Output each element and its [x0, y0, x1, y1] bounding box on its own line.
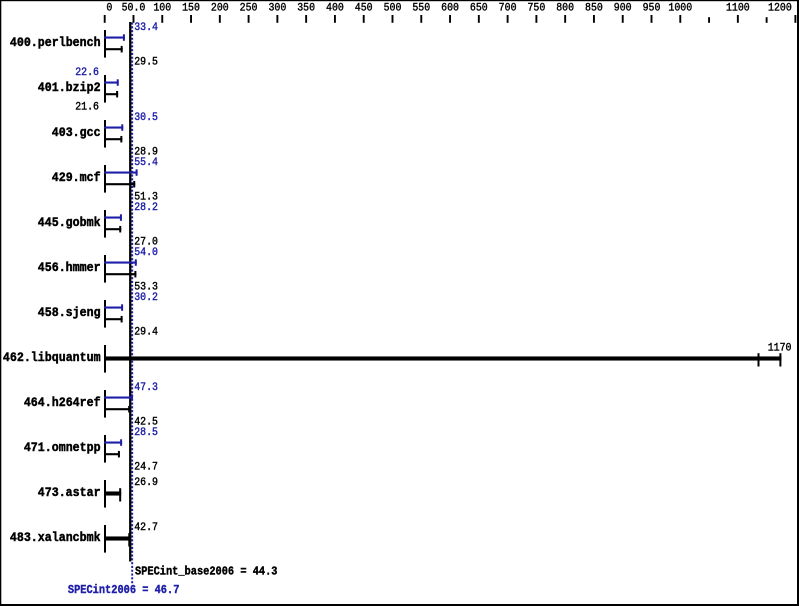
- svg-text:456.hmmer: 456.hmmer: [38, 261, 101, 275]
- svg-text:29.5: 29.5: [134, 56, 158, 68]
- svg-text:51.3: 51.3: [134, 191, 158, 203]
- svg-text:100: 100: [153, 3, 171, 15]
- svg-text:250: 250: [240, 3, 258, 15]
- svg-text:29.4: 29.4: [134, 326, 158, 338]
- svg-text:500: 500: [384, 3, 402, 15]
- svg-text:200: 200: [211, 3, 229, 15]
- svg-text:28.2: 28.2: [134, 202, 158, 214]
- svg-text:55.4: 55.4: [134, 157, 158, 169]
- svg-text:350: 350: [297, 3, 315, 15]
- svg-text:50.0: 50.0: [122, 3, 146, 15]
- svg-text:0: 0: [106, 3, 112, 15]
- svg-text:22.6: 22.6: [75, 67, 99, 79]
- svg-text:30.2: 30.2: [134, 292, 158, 304]
- svg-text:700: 700: [499, 3, 517, 15]
- svg-text:650: 650: [470, 3, 488, 15]
- svg-text:473.astar: 473.astar: [38, 486, 101, 500]
- svg-text:483.xalancbmk: 483.xalancbmk: [10, 531, 101, 545]
- svg-text:33.4: 33.4: [134, 22, 158, 34]
- svg-text:550: 550: [412, 3, 430, 15]
- svg-text:462.libquantum: 462.libquantum: [3, 351, 101, 365]
- svg-text:458.sjeng: 458.sjeng: [38, 306, 101, 320]
- svg-text:42.5: 42.5: [134, 416, 158, 428]
- svg-text:21.6: 21.6: [75, 101, 99, 113]
- svg-text:SPECint_base2006 = 44.3: SPECint_base2006 = 44.3: [135, 566, 278, 579]
- svg-text:28.5: 28.5: [134, 427, 158, 439]
- svg-text:28.9: 28.9: [134, 146, 158, 158]
- svg-text:464.h264ref: 464.h264ref: [24, 396, 101, 410]
- svg-text:850: 850: [585, 3, 603, 15]
- svg-text:445.gobmk: 445.gobmk: [38, 216, 101, 230]
- svg-text:30.5: 30.5: [134, 112, 158, 124]
- svg-text:400: 400: [326, 3, 344, 15]
- svg-text:400.perlbench: 400.perlbench: [10, 36, 101, 50]
- svg-text:429.mcf: 429.mcf: [52, 171, 101, 185]
- svg-text:471.omnetpp: 471.omnetpp: [24, 441, 101, 455]
- svg-text:1200: 1200: [768, 3, 792, 15]
- svg-text:800: 800: [556, 3, 574, 15]
- svg-text:1000: 1000: [668, 3, 692, 15]
- svg-text:42.7: 42.7: [134, 522, 158, 534]
- svg-text:403.gcc: 403.gcc: [52, 126, 101, 140]
- svg-text:750: 750: [527, 3, 545, 15]
- svg-text:450: 450: [355, 3, 373, 15]
- svg-text:47.3: 47.3: [134, 382, 158, 394]
- svg-text:300: 300: [268, 3, 286, 15]
- svg-text:SPECint2006 = 46.7: SPECint2006 = 46.7: [68, 584, 180, 597]
- svg-text:53.3: 53.3: [134, 281, 158, 293]
- svg-text:401.bzip2: 401.bzip2: [38, 81, 101, 95]
- svg-text:900: 900: [614, 3, 632, 15]
- svg-text:54.0: 54.0: [134, 247, 158, 259]
- svg-text:24.7: 24.7: [134, 461, 158, 473]
- svg-text:26.9: 26.9: [134, 477, 158, 489]
- svg-text:1100: 1100: [726, 3, 750, 15]
- svg-text:1170: 1170: [768, 342, 792, 354]
- svg-text:950: 950: [643, 3, 661, 15]
- svg-text:150: 150: [182, 3, 200, 15]
- svg-text:600: 600: [441, 3, 459, 15]
- svg-text:27.0: 27.0: [134, 236, 158, 248]
